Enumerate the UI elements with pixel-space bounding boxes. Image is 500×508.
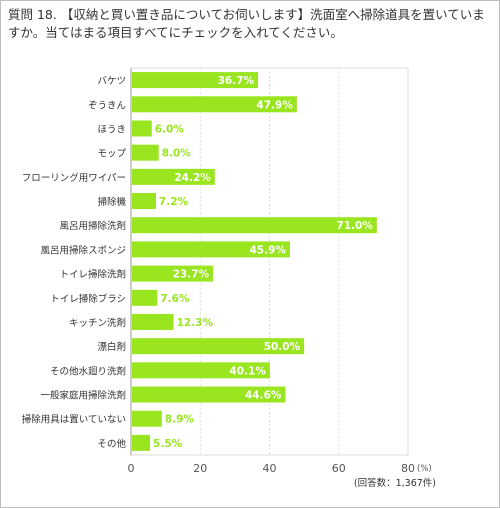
bar [132, 120, 152, 137]
value-label: 23.7% [173, 269, 210, 281]
value-label: 50.0% [264, 341, 301, 353]
category-label: モップ [97, 149, 126, 160]
bar [132, 410, 162, 427]
question-header: 質問 18. 【収納と買い置き品についてお伺いします】洗面室へ掃除道具を置いてい… [8, 6, 494, 42]
category-label: その他水廻り洗剤 [50, 365, 126, 377]
category-label: 風呂用掃除スポンジ [40, 244, 126, 256]
x-tick-label: 80 [401, 462, 415, 475]
x-tick-label: 40 [263, 462, 277, 475]
category-label: 一般家庭用掃除洗剤 [40, 390, 126, 402]
value-label: 7.6% [160, 293, 190, 305]
bar [132, 313, 174, 330]
category-label: 掃除機 [97, 196, 126, 208]
bar [132, 338, 305, 355]
category-label: フローリング用ワイパー [22, 172, 126, 184]
bar [132, 265, 214, 282]
value-label: 6.0% [155, 123, 185, 135]
value-label: 8.9% [165, 414, 195, 426]
x-tick-label: 60 [332, 462, 346, 475]
category-label: 漂白剤 [97, 341, 126, 353]
category-label: 風呂用掃除洗剤 [59, 220, 126, 232]
value-label: 47.9% [256, 99, 293, 111]
category-label: ぞうきん [88, 100, 126, 111]
value-label: 7.2% [159, 196, 189, 208]
x-tick-label: 20 [193, 462, 207, 475]
value-label: 45.9% [249, 244, 286, 256]
value-label: 36.7% [218, 75, 255, 87]
category-label: バケツ [97, 76, 126, 87]
x-unit-label: (%) [417, 464, 432, 474]
bar [132, 72, 259, 89]
bar [132, 241, 290, 258]
value-label: 44.6% [245, 390, 282, 402]
value-label: 12.3% [177, 317, 214, 329]
bar [132, 144, 159, 161]
category-label: トイレ掃除洗剤 [59, 269, 126, 281]
bar [132, 289, 158, 306]
value-label: 40.1% [229, 365, 266, 377]
bar [132, 386, 286, 403]
value-label: 71.0% [336, 220, 373, 232]
bar [132, 96, 297, 113]
bar [132, 434, 151, 451]
category-label: トイレ掃除ブラシ [50, 293, 126, 305]
bar [132, 362, 270, 379]
value-label: 5.5% [153, 438, 183, 450]
category-label: 掃除用具は置いていない [22, 414, 126, 426]
value-label: 8.0% [162, 148, 192, 160]
question-text: 【収納と買い置き品についてお伺いします】洗面室へ掃除道具を置いていますか。当ては… [8, 7, 485, 40]
bar [132, 217, 377, 234]
bar [132, 193, 156, 210]
respondent-note: (回答数：1,367件) [354, 477, 436, 489]
value-label: 24.2% [174, 172, 211, 184]
category-label: ほうき [97, 124, 126, 135]
category-label: キッチン洗剤 [69, 317, 126, 329]
category-label: その他 [97, 438, 126, 450]
bar [132, 168, 215, 185]
question-number: 質問 18. [8, 7, 57, 22]
x-tick-label: 0 [128, 462, 135, 475]
